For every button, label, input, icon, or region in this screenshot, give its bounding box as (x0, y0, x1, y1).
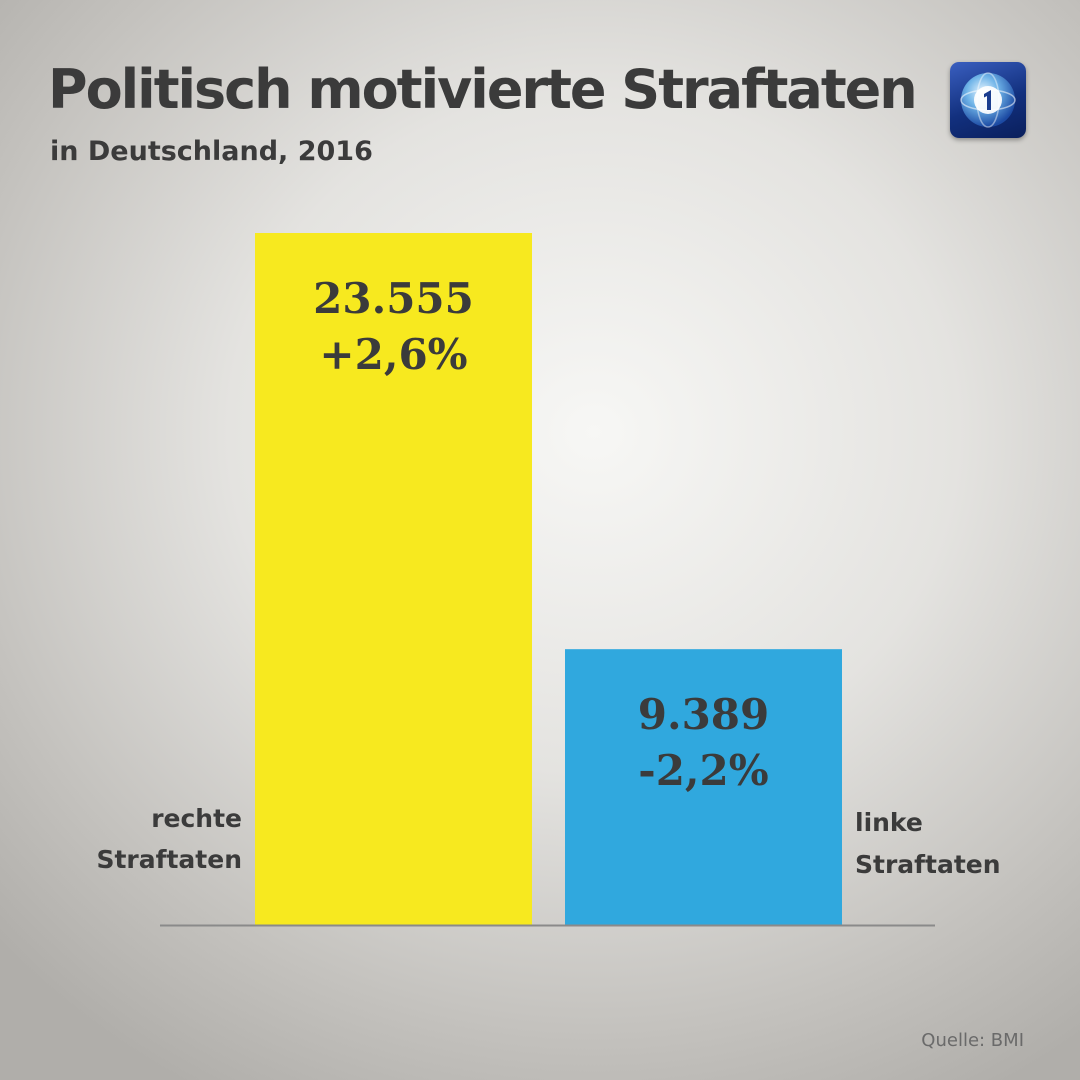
category-label-linke-line2: Straftaten (855, 850, 1001, 879)
category-label-rechte-line2: Straftaten (96, 845, 242, 874)
bar-linke (565, 649, 842, 925)
source-note: Quelle: BMI (921, 1030, 1024, 1051)
data-label-change-linke: -2,2% (638, 746, 768, 795)
data-label-value-linke: 9.389 (638, 690, 770, 739)
data-label-change-rechte: +2,6% (319, 330, 467, 379)
category-label-rechte-line1: rechte (151, 804, 242, 833)
chart-title: Politisch motivierte Straftaten (48, 58, 918, 121)
data-label-value-rechte: 23.555 (313, 274, 474, 323)
chart-subtitle: in Deutschland, 2016 (50, 136, 373, 167)
tagesschau-globe-logo (950, 62, 1026, 138)
bar-rechte (255, 233, 532, 925)
category-label-linke-line1: linke (855, 808, 923, 837)
